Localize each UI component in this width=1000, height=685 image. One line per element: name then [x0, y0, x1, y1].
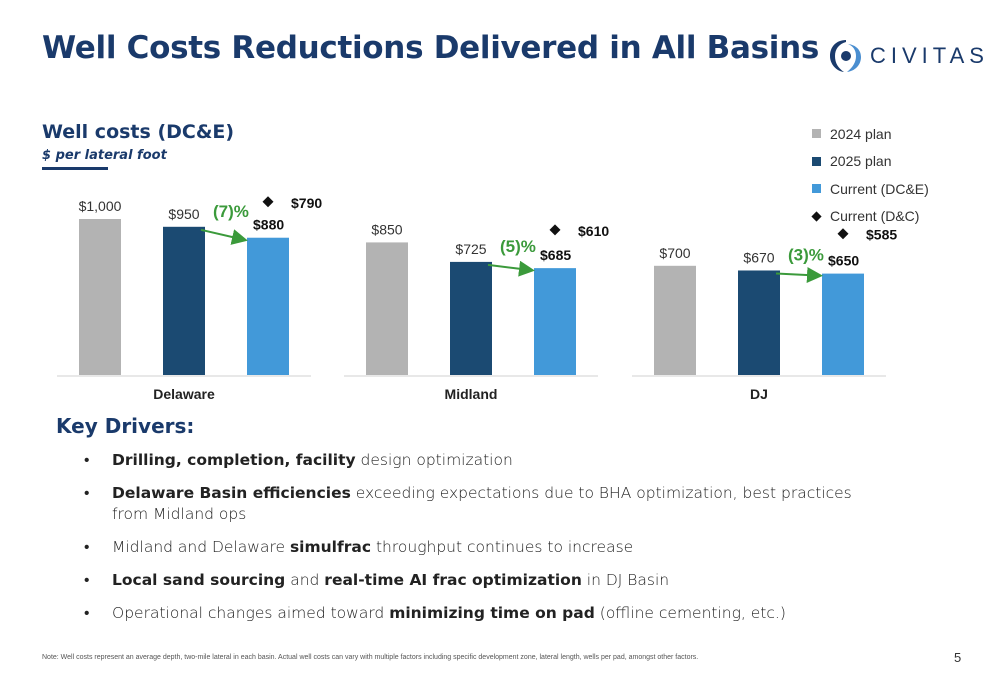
diamond-marker	[549, 224, 561, 236]
bar-label: $1,000	[79, 198, 122, 214]
bar-label: $685	[540, 247, 571, 263]
bar	[738, 270, 780, 375]
legend-item-current-dc: Current (D&C)	[811, 203, 929, 231]
bar	[79, 219, 121, 375]
key-drivers-title: Key Drivers:	[56, 414, 195, 438]
bar-label: $880	[253, 217, 284, 233]
change-arrow	[487, 260, 535, 277]
bar	[247, 237, 289, 375]
bar	[534, 268, 576, 375]
driver-item: Local sand sourcing and real-time AI fra…	[84, 570, 884, 591]
marker-label: $585	[866, 227, 897, 243]
change-annotation: (3)%	[788, 245, 824, 264]
bar-label: $850	[371, 221, 402, 237]
driver-item: Midland and Delaware simulfrac throughpu…	[84, 537, 884, 558]
page-title: Well Costs Reductions Delivered in All B…	[42, 30, 820, 66]
bar	[163, 226, 205, 375]
chart-subtitle: Well costs (DC&E)	[42, 121, 235, 143]
change-annotation: (5)%	[500, 237, 536, 256]
bar-label: $700	[659, 245, 690, 261]
logo-text: CIVITAS	[870, 43, 989, 68]
category-label: Delaware	[153, 386, 215, 402]
driver-item: Delaware Basin efficiencies exceeding ex…	[84, 483, 884, 525]
legend-swatch	[812, 184, 821, 194]
category-label: Midland	[445, 386, 498, 402]
bar	[822, 273, 864, 375]
page-number: 5	[954, 650, 962, 665]
legend-swatch	[812, 129, 821, 139]
footnote: Note: Well costs represent an average de…	[42, 654, 699, 661]
change-annotation: (7)%	[213, 202, 249, 221]
company-logo: CIVITAS	[826, 36, 984, 76]
legend-item-current-dce: Current (DC&E)	[812, 175, 929, 203]
bar-label: $650	[828, 253, 859, 269]
driver-item: Operational changes aimed toward minimiz…	[84, 603, 884, 624]
bar	[450, 261, 492, 375]
units-underline	[42, 167, 108, 170]
category-label: DJ	[750, 386, 768, 402]
legend-label: Current (D&C)	[830, 208, 920, 225]
legend-item-2024-plan: 2024 plan	[812, 120, 929, 148]
driver-item: Drilling, completion, facility design op…	[84, 450, 884, 471]
bar-label: $950	[168, 206, 199, 222]
diamond-marker	[262, 196, 274, 208]
legend-label: Current (DC&E)	[830, 180, 929, 197]
marker-label: $610	[578, 223, 609, 239]
change-arrow	[775, 267, 823, 283]
well-cost-chart: $1,000 $950 $880 $790 (7)% Delaware $850 $725 $6…	[57, 195, 897, 402]
change-arrow	[200, 228, 248, 245]
legend-label: 2024 plan	[830, 125, 892, 142]
legend-label: 2025 plan	[830, 153, 892, 170]
bar	[366, 242, 408, 375]
key-drivers-list: Drilling, completion, facility design op…	[84, 450, 884, 636]
legend-item-2025-plan: 2025 plan	[812, 148, 929, 176]
bar-label: $725	[455, 241, 486, 257]
bar-label: $670	[743, 249, 774, 265]
legend-swatch	[812, 156, 821, 166]
chart-units: $ per lateral foot	[42, 148, 167, 163]
chart-legend: 2024 plan 2025 plan Current (DC&E) Curre…	[811, 120, 929, 231]
diamond-icon	[811, 211, 822, 222]
civitas-mark-icon	[830, 40, 861, 72]
bar	[654, 265, 696, 375]
diamond-marker	[837, 228, 849, 240]
marker-label: $790	[291, 195, 322, 211]
